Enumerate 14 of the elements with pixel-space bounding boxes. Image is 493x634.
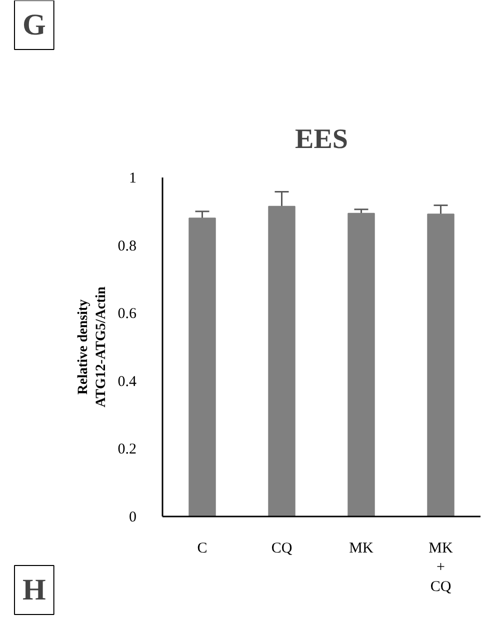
chart-title: EES: [295, 124, 348, 155]
y-tick-label: 0: [129, 510, 136, 526]
y-tick-label: 0.2: [118, 442, 136, 458]
text: G: [22, 8, 46, 42]
y-tick-label: 0.6: [118, 306, 137, 322]
text: H: [22, 574, 46, 606]
x-tick-label: MK: [349, 540, 374, 556]
y-axis-title: Relative density ATG12-ATG5/Actin: [76, 286, 109, 408]
x-tick-label: MK + CQ: [428, 540, 453, 595]
x-tick-label: CQ: [271, 540, 292, 556]
y-tick-label: 0.4: [118, 374, 137, 390]
x-tick-label: C: [197, 540, 208, 556]
y-tick-label: 0.8: [118, 238, 136, 254]
y-tick-label: 1: [129, 170, 136, 186]
